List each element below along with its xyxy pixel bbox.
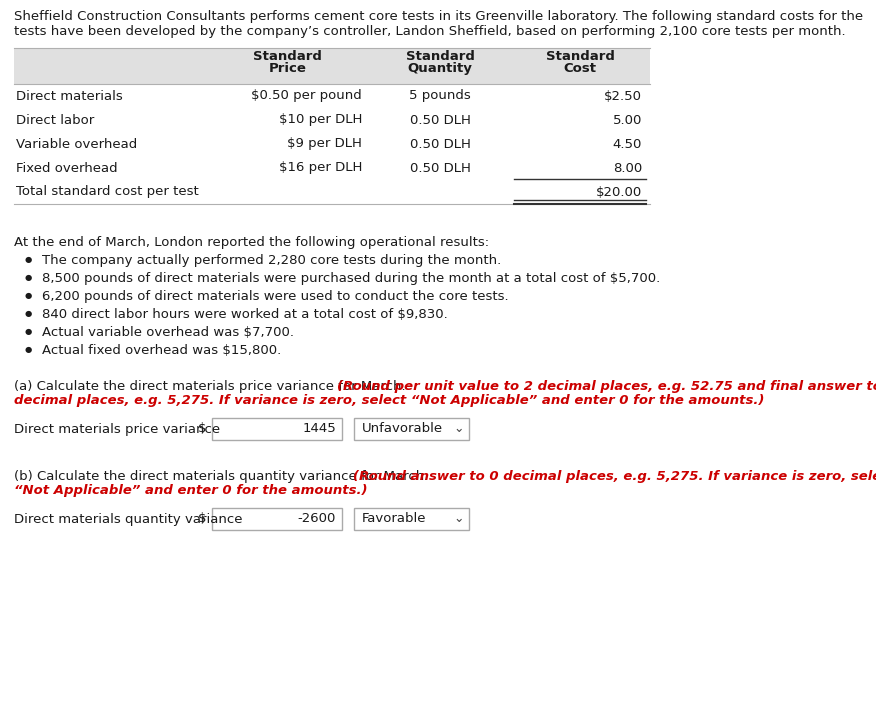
Text: 6,200 pounds of direct materials were used to conduct the core tests.: 6,200 pounds of direct materials were us… — [42, 290, 509, 303]
Text: Sheffield Construction Consultants performs cement core tests in its Greenville : Sheffield Construction Consultants perfo… — [14, 10, 863, 23]
Text: At the end of March, London reported the following operational results:: At the end of March, London reported the… — [14, 236, 489, 249]
Text: Unfavorable: Unfavorable — [362, 423, 443, 436]
Text: ●: ● — [25, 255, 32, 264]
Text: Standard: Standard — [546, 50, 614, 63]
Text: $: $ — [198, 423, 207, 436]
Text: (a) Calculate the direct materials price variance for March.: (a) Calculate the direct materials price… — [14, 380, 410, 393]
Text: 4.50: 4.50 — [612, 137, 642, 151]
Text: decimal places, e.g. 5,275. If variance is zero, select “Not Applicable” and ent: decimal places, e.g. 5,275. If variance … — [14, 394, 765, 407]
Text: Cost: Cost — [563, 62, 597, 75]
Text: (b) Calculate the direct materials quantity variance for March.: (b) Calculate the direct materials quant… — [14, 470, 433, 483]
Text: Actual variable overhead was $7,700.: Actual variable overhead was $7,700. — [42, 326, 294, 339]
Text: Direct labor: Direct labor — [16, 114, 95, 127]
Text: Variable overhead: Variable overhead — [16, 137, 138, 151]
Text: Favorable: Favorable — [362, 513, 427, 525]
Text: Actual fixed overhead was $15,800.: Actual fixed overhead was $15,800. — [42, 344, 281, 357]
Text: ●: ● — [25, 273, 32, 282]
Text: tests have been developed by the company’s controller, Landon Sheffield, based o: tests have been developed by the company… — [14, 25, 845, 38]
Text: 8,500 pounds of direct materials were purchased during the month at a total cost: 8,500 pounds of direct materials were pu… — [42, 272, 661, 285]
Bar — [354, 418, 469, 440]
Text: $2.50: $2.50 — [604, 90, 642, 103]
Text: $10 per DLH: $10 per DLH — [279, 114, 362, 127]
Bar — [212, 418, 342, 440]
Text: $0.50 per pound: $0.50 per pound — [251, 90, 362, 103]
Text: 8.00: 8.00 — [612, 161, 642, 175]
Text: $20.00: $20.00 — [596, 185, 642, 199]
Text: ●: ● — [25, 309, 32, 318]
Text: 840 direct labor hours were worked at a total cost of $9,830.: 840 direct labor hours were worked at a … — [42, 308, 448, 321]
Text: ●: ● — [25, 327, 32, 336]
Text: Direct materials: Direct materials — [16, 90, 123, 103]
Text: $: $ — [198, 513, 207, 525]
Text: “Not Applicable” and enter 0 for the amounts.): “Not Applicable” and enter 0 for the amo… — [14, 484, 368, 497]
Text: (Round answer to 0 decimal places, e.g. 5,275. If variance is zero, select: (Round answer to 0 decimal places, e.g. … — [353, 470, 876, 483]
Text: (Round per unit value to 2 decimal places, e.g. 52.75 and final answer to 0: (Round per unit value to 2 decimal place… — [337, 380, 876, 393]
Text: ⌄: ⌄ — [453, 513, 463, 525]
Text: The company actually performed 2,280 core tests during the month.: The company actually performed 2,280 cor… — [42, 254, 501, 267]
Text: $16 per DLH: $16 per DLH — [279, 161, 362, 175]
Text: ●: ● — [25, 345, 32, 354]
Text: Quantity: Quantity — [407, 62, 472, 75]
Text: Fixed overhead: Fixed overhead — [16, 161, 117, 175]
Text: Price: Price — [269, 62, 307, 75]
Text: Standard: Standard — [253, 50, 322, 63]
Text: ●: ● — [25, 291, 32, 300]
Text: Direct materials quantity variance: Direct materials quantity variance — [14, 513, 243, 525]
Text: $9 per DLH: $9 per DLH — [287, 137, 362, 151]
Bar — [212, 508, 342, 530]
Text: 1445: 1445 — [302, 423, 336, 436]
Text: 0.50 DLH: 0.50 DLH — [410, 161, 470, 175]
Text: 5 pounds: 5 pounds — [409, 90, 471, 103]
Bar — [14, 48, 650, 84]
Text: Total standard cost per test: Total standard cost per test — [16, 185, 199, 199]
Bar — [354, 508, 469, 530]
Text: Standard: Standard — [406, 50, 475, 63]
Text: -2600: -2600 — [298, 513, 336, 525]
Text: ⌄: ⌄ — [453, 423, 463, 436]
Text: Direct materials price variance: Direct materials price variance — [14, 423, 220, 436]
Text: 0.50 DLH: 0.50 DLH — [410, 137, 470, 151]
Text: 0.50 DLH: 0.50 DLH — [410, 114, 470, 127]
Text: 5.00: 5.00 — [612, 114, 642, 127]
